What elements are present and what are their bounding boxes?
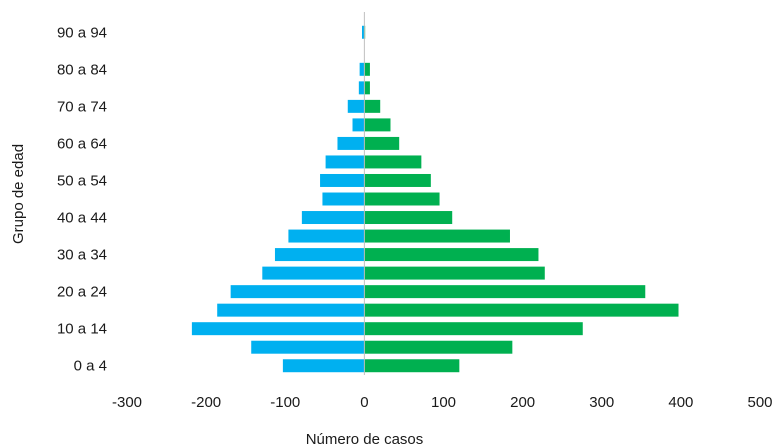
- x-tick-labels-group: -300 -200 -100 0 100 200 300 400 500: [112, 394, 773, 411]
- x-tick-label-6: 300: [589, 394, 614, 411]
- left-bar-1: [251, 340, 365, 354]
- y-axis-title: Grupo de edad: [10, 144, 27, 244]
- right-bar-13: [364, 118, 391, 132]
- x-tick-label-0: -300: [112, 394, 142, 411]
- x-tick-label-4: 100: [431, 394, 456, 411]
- right-bar-8: [364, 211, 453, 225]
- right-bar-1: [364, 340, 513, 354]
- category-label-3: 30 a 34: [57, 247, 107, 264]
- x-tick-label-2: -100: [270, 394, 300, 411]
- right-bar-10: [364, 173, 431, 187]
- right-bar-14: [364, 99, 381, 113]
- left-bar-9: [322, 192, 365, 206]
- left-bar-18: [362, 25, 365, 39]
- bars-group: [191, 25, 679, 373]
- x-tick-label-7: 400: [668, 394, 693, 411]
- category-label-1: 10 a 14: [57, 321, 107, 338]
- left-bar-10: [320, 173, 365, 187]
- right-bar-16: [364, 62, 370, 76]
- left-bar-15: [358, 81, 365, 95]
- right-bar-12: [364, 136, 400, 150]
- right-bar-4: [364, 285, 646, 299]
- left-bar-14: [347, 99, 365, 113]
- x-tick-label-3: 0: [360, 394, 368, 411]
- left-bar-12: [337, 136, 365, 150]
- right-bar-7: [364, 229, 510, 243]
- x-axis-title: Número de casos: [306, 431, 424, 448]
- right-bar-11: [364, 155, 422, 169]
- x-tick-label-8: 500: [747, 394, 772, 411]
- right-bar-15: [364, 81, 370, 95]
- left-bar-13: [352, 118, 365, 132]
- category-label-9: 90 a 94: [57, 24, 107, 41]
- left-bar-16: [359, 62, 365, 76]
- left-bar-7: [288, 229, 365, 243]
- category-label-8: 80 a 84: [57, 61, 107, 78]
- x-tick-label-1: -200: [191, 394, 221, 411]
- right-bar-5: [364, 266, 545, 280]
- right-bar-6: [364, 248, 539, 262]
- left-bar-0: [282, 359, 365, 373]
- right-bar-2: [364, 322, 583, 336]
- category-labels-group: 0 a 4 10 a 14 20 a 24 30 a 34 40 a 44 50 a 54…: [57, 24, 107, 374]
- category-label-6: 60 a 64: [57, 135, 107, 152]
- category-label-0: 0 a 4: [74, 358, 107, 375]
- category-label-5: 50 a 54: [57, 172, 107, 189]
- right-bar-9: [364, 192, 440, 206]
- left-bar-8: [301, 211, 365, 225]
- right-bar-3: [364, 303, 679, 317]
- left-bar-2: [191, 322, 365, 336]
- category-label-4: 40 a 44: [57, 210, 107, 227]
- x-tick-label-5: 200: [510, 394, 535, 411]
- left-bar-6: [274, 248, 365, 262]
- right-bar-0: [364, 359, 460, 373]
- left-bar-4: [230, 285, 365, 299]
- left-bar-11: [325, 155, 365, 169]
- left-bar-5: [262, 266, 365, 280]
- category-label-7: 70 a 74: [57, 98, 107, 115]
- left-bar-3: [217, 303, 365, 317]
- category-label-2: 20 a 24: [57, 284, 107, 301]
